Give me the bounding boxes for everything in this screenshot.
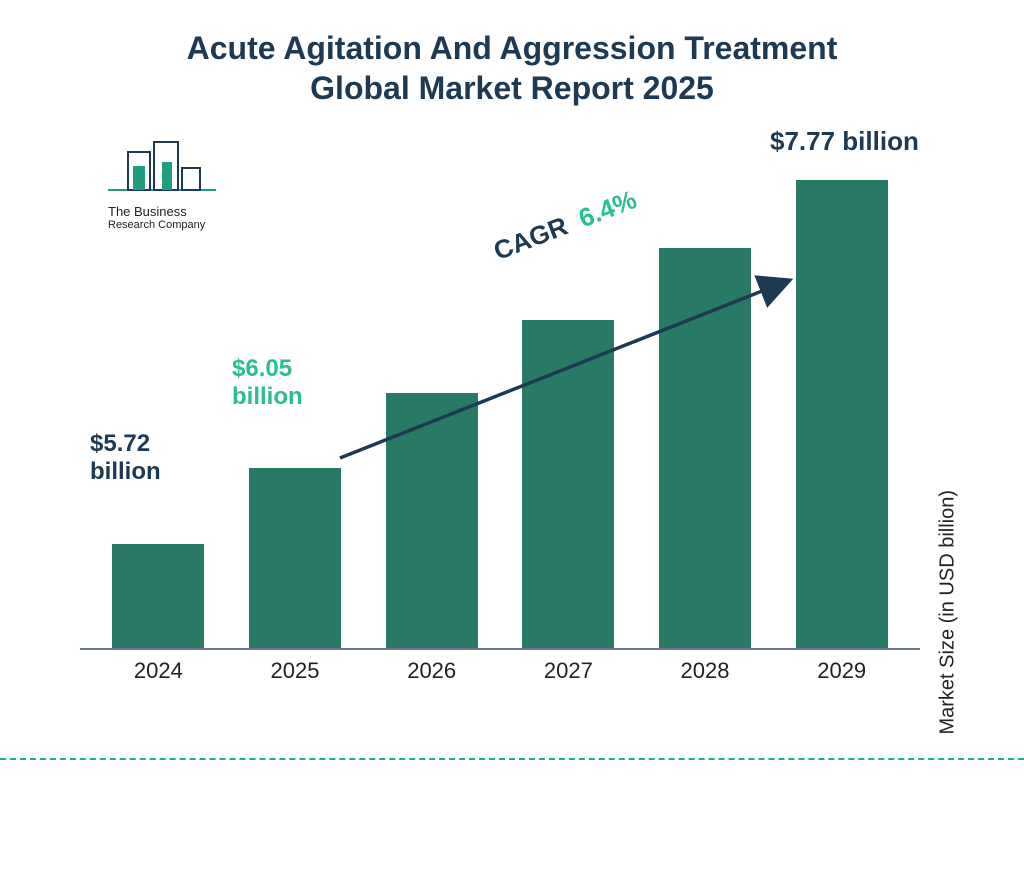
bar-2025 bbox=[249, 468, 341, 648]
bar-2024 bbox=[112, 544, 204, 648]
bottom-divider bbox=[0, 758, 1024, 760]
bar-2029 bbox=[796, 180, 888, 648]
value-label-2029: $7.77 billion bbox=[770, 127, 919, 157]
xlabel: 2026 bbox=[363, 650, 500, 690]
bar-col bbox=[363, 150, 500, 648]
plot-region bbox=[80, 150, 920, 650]
bar-2028 bbox=[659, 248, 751, 648]
bars-container bbox=[80, 150, 920, 648]
y-axis-label: Market Size (in USD billion) bbox=[937, 490, 960, 735]
title-line2: Global Market Report 2025 bbox=[310, 70, 714, 106]
xlabel: 2028 bbox=[637, 650, 774, 690]
bar-col bbox=[90, 150, 227, 648]
xlabel: 2027 bbox=[500, 650, 637, 690]
xlabel: 2025 bbox=[227, 650, 364, 690]
chart-area: 2024 2025 2026 2027 2028 2029 Market Siz… bbox=[80, 130, 950, 690]
xlabel: 2024 bbox=[90, 650, 227, 690]
bar-2026 bbox=[386, 393, 478, 648]
x-axis-labels: 2024 2025 2026 2027 2028 2029 bbox=[80, 650, 920, 690]
value-label-2025: $6.05 billion bbox=[232, 355, 303, 410]
value-label-2024: $5.72 billion bbox=[90, 430, 161, 485]
bar-col bbox=[637, 150, 774, 648]
bar-2027 bbox=[522, 320, 614, 648]
bar-col bbox=[773, 150, 910, 648]
xlabel: 2029 bbox=[773, 650, 910, 690]
title-line1: Acute Agitation And Aggression Treatment bbox=[187, 30, 838, 66]
chart-title: Acute Agitation And Aggression Treatment… bbox=[0, 0, 1024, 108]
